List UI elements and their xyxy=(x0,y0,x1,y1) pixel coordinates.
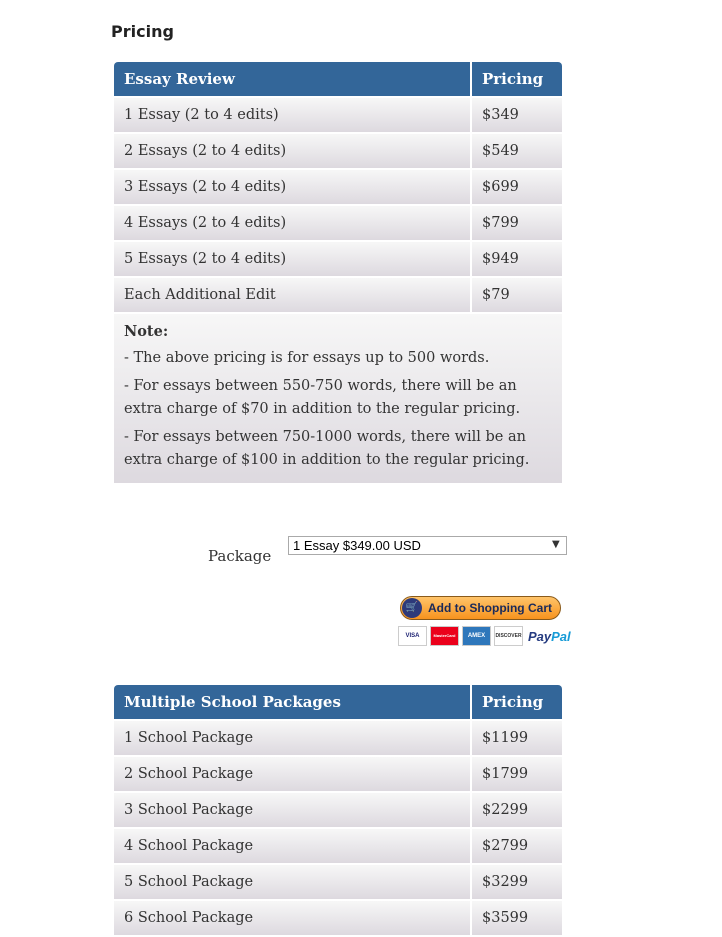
visa-icon: VISA xyxy=(398,626,427,646)
table-row: 5 School Package $3299 xyxy=(114,865,562,899)
price-cell: $1799 xyxy=(472,757,562,791)
item-cell: 2 School Package xyxy=(114,757,470,791)
item-cell: 3 Essays (2 to 4 edits) xyxy=(114,170,470,204)
table-row: 6 School Package $3599 xyxy=(114,901,562,935)
price-cell: $2799 xyxy=(472,829,562,863)
dropdown-arrow-icon: ▼ xyxy=(552,539,560,550)
add-to-cart-button[interactable]: 🛒 Add to Shopping Cart xyxy=(400,596,561,620)
item-cell: 3 School Package xyxy=(114,793,470,827)
cart-icon: 🛒 xyxy=(402,598,422,618)
header-school-packages: Multiple School Packages xyxy=(114,685,470,719)
price-cell: $799 xyxy=(472,206,562,240)
item-cell: 1 Essay (2 to 4 edits) xyxy=(114,98,470,132)
note-line: - The above pricing is for essays up to … xyxy=(124,350,490,366)
payment-logos: VISA MasterCard AMEX DISCOVER PayPal xyxy=(398,626,571,646)
item-cell: 5 Essays (2 to 4 edits) xyxy=(114,242,470,276)
header-pricing: Pricing xyxy=(472,62,562,96)
package-select[interactable]: 1 Essay $349.00 USD xyxy=(288,536,567,555)
price-cell: $1199 xyxy=(472,721,562,755)
price-cell: $3299 xyxy=(472,865,562,899)
table-row: 2 School Package $1799 xyxy=(114,757,562,791)
note-row: Note: - The above pricing is for essays … xyxy=(114,314,562,483)
header-essay-review: Essay Review xyxy=(114,62,470,96)
item-cell: 6 School Package xyxy=(114,901,470,935)
price-cell: $79 xyxy=(472,278,562,312)
price-cell: $949 xyxy=(472,242,562,276)
table-row: 3 School Package $2299 xyxy=(114,793,562,827)
note-line: - For essays between 750-1000 words, the… xyxy=(124,429,530,468)
price-cell: $3599 xyxy=(472,901,562,935)
table-row: 1 School Package $1199 xyxy=(114,721,562,755)
table-row: 3 Essays (2 to 4 edits) $699 xyxy=(114,170,562,204)
table-row: 2 Essays (2 to 4 edits) $549 xyxy=(114,134,562,168)
note-line: - For essays between 550-750 words, ther… xyxy=(124,378,521,417)
page-title: Pricing xyxy=(111,22,174,41)
school-pricing-table: Multiple School Packages Pricing 1 School… xyxy=(112,683,564,937)
essay-pricing-table: Essay Review Pricing 1 Essay (2 to 4 edit… xyxy=(112,60,564,485)
item-cell: Each Additional Edit xyxy=(114,278,470,312)
amex-icon: AMEX xyxy=(462,626,491,646)
paypal-logo: PayPal xyxy=(528,628,571,644)
item-cell: 2 Essays (2 to 4 edits) xyxy=(114,134,470,168)
table-row: 4 School Package $2799 xyxy=(114,829,562,863)
table-row: 4 Essays (2 to 4 edits) $799 xyxy=(114,206,562,240)
price-cell: $699 xyxy=(472,170,562,204)
table-row: 5 Essays (2 to 4 edits) $949 xyxy=(114,242,562,276)
discover-icon: DISCOVER xyxy=(494,626,523,646)
header-pricing: Pricing xyxy=(472,685,562,719)
price-cell: $349 xyxy=(472,98,562,132)
item-cell: 1 School Package xyxy=(114,721,470,755)
item-cell: 4 Essays (2 to 4 edits) xyxy=(114,206,470,240)
package-label: Package xyxy=(208,547,272,565)
price-cell: $2299 xyxy=(472,793,562,827)
table-row: 1 Essay (2 to 4 edits) $349 xyxy=(114,98,562,132)
note-heading: Note: xyxy=(124,323,169,340)
table-row: Each Additional Edit $79 xyxy=(114,278,562,312)
item-cell: 4 School Package xyxy=(114,829,470,863)
price-cell: $549 xyxy=(472,134,562,168)
mastercard-icon: MasterCard xyxy=(430,626,459,646)
item-cell: 5 School Package xyxy=(114,865,470,899)
